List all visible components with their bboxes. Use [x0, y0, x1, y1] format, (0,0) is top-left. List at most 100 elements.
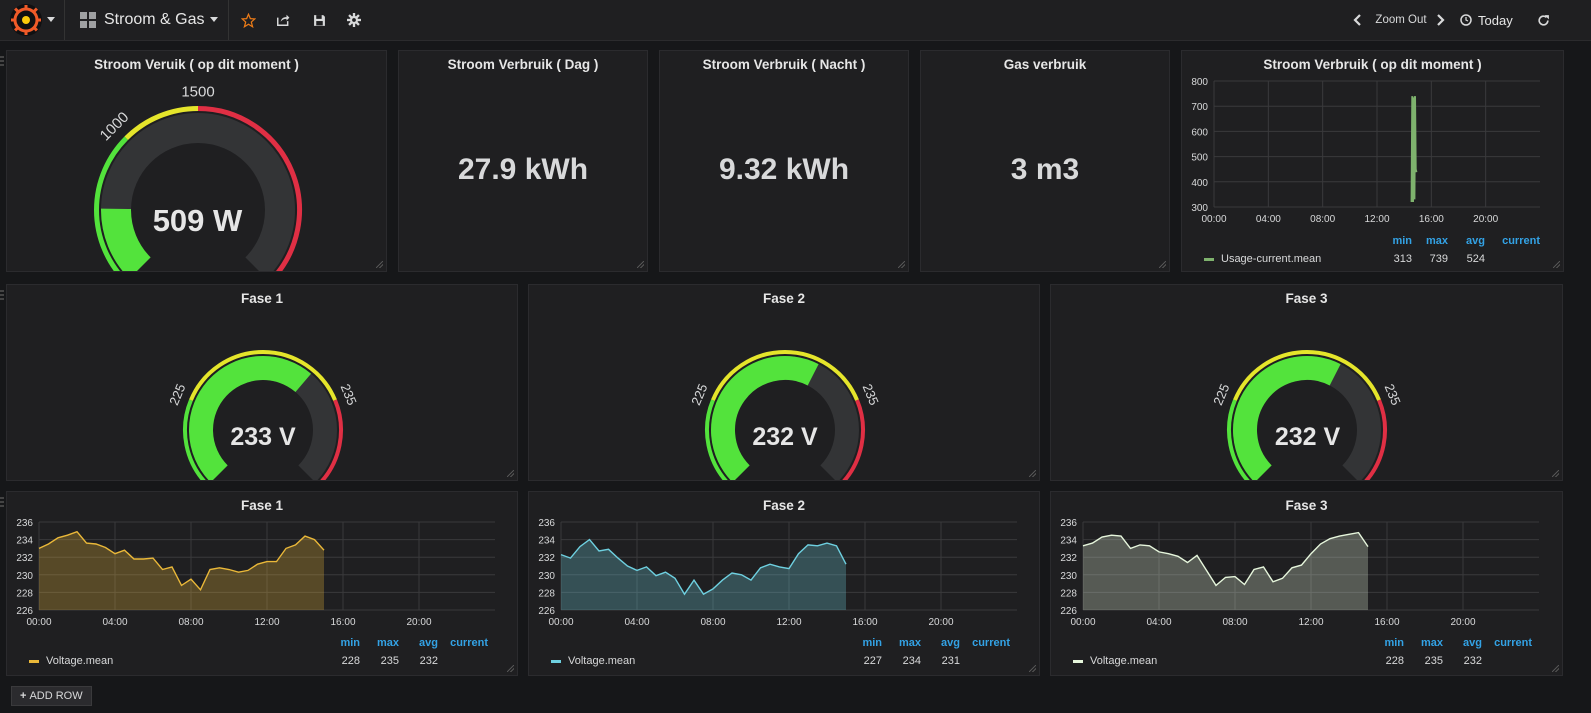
legend-current-header: current — [1494, 637, 1532, 649]
x-tick-label: 04:00 — [1146, 617, 1171, 628]
legend-swatch — [551, 659, 561, 663]
legend-min-header: min — [1392, 235, 1412, 247]
legend-series[interactable]: Voltage.mean — [1073, 655, 1157, 667]
panel-fase1-graph[interactable]: Fase 1 226 228 230 232 234 236 00:00 04:00 08:00… — [6, 491, 518, 676]
star-button[interactable] — [238, 0, 258, 40]
panel-fase2-gauge[interactable]: Fase 2 220225235240 232 V — [528, 284, 1040, 481]
gauge-value: 232 V — [752, 423, 818, 451]
time-shift-back-button[interactable] — [1350, 0, 1364, 40]
settings-button[interactable] — [344, 0, 364, 40]
gauge-value: 509 W — [152, 203, 243, 238]
legend-avg-header: avg — [1466, 235, 1485, 247]
legend-series-name: Usage-current.mean — [1221, 253, 1322, 265]
legend-series[interactable]: Voltage.mean — [551, 655, 635, 667]
panel-stroom-dag[interactable]: Stroom Verbruik ( Dag ) 27.9 kWh — [398, 50, 648, 272]
legend-current-header: current — [972, 637, 1010, 649]
gauge-threshold-yellow — [711, 350, 859, 401]
panel-resize-handle[interactable] — [1552, 470, 1559, 477]
share-button[interactable] — [273, 0, 293, 40]
panel-resize-handle[interactable] — [898, 261, 905, 268]
x-tick-label: 08:00 — [178, 617, 203, 628]
y-tick-label: 600 — [1191, 127, 1208, 138]
legend-max-header: max — [376, 637, 399, 649]
x-tick-label: 12:00 — [776, 617, 801, 628]
time-range-picker[interactable]: Today — [1460, 0, 1520, 40]
legend-min-header: min — [862, 637, 882, 649]
legend-min-value: 228 — [1385, 655, 1404, 667]
chevron-left-icon — [1353, 14, 1361, 26]
panel-title: Stroom Verbruik ( Dag ) — [447, 57, 599, 72]
time-shift-forward-button[interactable] — [1434, 0, 1448, 40]
panel-resize-handle[interactable] — [507, 665, 514, 672]
gauge-threshold-green — [183, 399, 206, 480]
x-tick-label: 04:00 — [1256, 214, 1281, 225]
legend-max-value: 235 — [1424, 655, 1443, 667]
add-row-button[interactable]: + ADD ROW — [11, 686, 92, 706]
x-tick-label: 20:00 — [1473, 214, 1498, 225]
panel-resize-handle[interactable] — [637, 261, 644, 268]
panel-resize-handle[interactable] — [1029, 470, 1036, 477]
x-tick-label: 12:00 — [1298, 617, 1323, 628]
y-tick-label: 300 — [1191, 203, 1208, 214]
save-icon — [313, 14, 325, 26]
add-row-label: ADD ROW — [29, 690, 83, 702]
panel-resize-handle[interactable] — [1552, 665, 1559, 672]
y-tick-label: 236 — [1060, 518, 1077, 529]
gauge-threshold-red — [197, 106, 302, 271]
gauge-value-fill — [189, 356, 312, 480]
legend-avg-header: avg — [1463, 637, 1482, 649]
grafana-menu-button[interactable] — [6, 0, 58, 40]
top-navbar: Stroom & Gas Zoom Out Today — [0, 0, 1591, 41]
chevron-right-icon — [1437, 14, 1445, 26]
legend-min-value: 313 — [1393, 253, 1412, 265]
panel-resize-handle[interactable] — [1029, 665, 1036, 672]
panel-resize-handle[interactable] — [376, 261, 383, 268]
panel-resize-handle[interactable] — [507, 470, 514, 477]
refresh-button[interactable] — [1533, 0, 1553, 40]
y-tick-label: 230 — [1060, 571, 1077, 582]
legend-avg-value: 232 — [419, 655, 438, 667]
caret-down-icon — [210, 17, 219, 22]
row-drag-handle[interactable] — [0, 497, 4, 509]
panel-resize-handle[interactable] — [1553, 261, 1560, 268]
row-drag-handle[interactable] — [0, 290, 4, 302]
gauge-threshold-red — [320, 399, 343, 480]
panel-fase1-gauge[interactable]: Fase 1 220225235240 233 V — [6, 284, 518, 481]
zoom-out-button[interactable]: Zoom Out — [1370, 0, 1432, 40]
y-tick-label: 236 — [538, 518, 555, 529]
legend-series[interactable]: Voltage.mean — [29, 655, 113, 667]
row-drag-handle[interactable] — [0, 56, 4, 68]
stat-value: 9.32 kWh — [718, 153, 850, 186]
y-tick-label: 226 — [16, 606, 33, 617]
panel-title: Fase 1 — [240, 498, 284, 513]
save-button[interactable] — [309, 0, 329, 40]
panel-usage-graph[interactable]: Stroom Verbruik ( op dit moment ) 300 400… — [1181, 50, 1564, 272]
y-tick-label: 500 — [1191, 153, 1208, 164]
panel-gas[interactable]: Gas verbruik 3 m3 — [920, 50, 1170, 272]
gauge-fase1: 220225235240 — [166, 350, 360, 480]
panel-title: Stroom Veruik ( op dit moment ) — [94, 57, 299, 72]
x-tick-label: 00:00 — [548, 617, 573, 628]
dashboard-picker[interactable]: Stroom & Gas — [72, 0, 230, 40]
y-tick-label: 232 — [1060, 553, 1077, 564]
legend-avg-value: 231 — [941, 655, 960, 667]
legend-series-name: Voltage.mean — [568, 655, 636, 667]
legend-series[interactable]: Usage-current.mean — [1204, 253, 1321, 265]
series-line — [1082, 531, 1369, 587]
panel-fase3-graph[interactable]: Fase 3 226 228 230 232 234 236 00:00 04:00 08:00… — [1050, 491, 1563, 676]
y-tick-label: 226 — [1060, 606, 1077, 617]
share-icon — [277, 14, 290, 26]
series-area — [561, 539, 846, 610]
panel-fase2-graph[interactable]: Fase 2 226 228 230 232 234 236 00:00 04:00 08:00… — [528, 491, 1040, 676]
x-tick-label: 20:00 — [406, 617, 431, 628]
gauge-value-fill — [101, 208, 152, 271]
panel-resize-handle[interactable] — [1159, 261, 1166, 268]
y-tick-label: 234 — [538, 536, 555, 547]
x-tick-label: 00:00 — [1201, 214, 1226, 225]
gauge-threshold-yellow — [189, 350, 337, 401]
dashboard-title: Stroom & Gas — [104, 11, 205, 28]
series-line — [560, 538, 847, 596]
panel-stroom-now[interactable]: Stroom Veruik ( op dit moment ) 01000150… — [6, 50, 387, 272]
panel-fase3-gauge[interactable]: Fase 3 220225235240 232 V — [1050, 284, 1563, 481]
panel-stroom-nacht[interactable]: Stroom Verbruik ( Nacht ) 9.32 kWh — [659, 50, 909, 272]
